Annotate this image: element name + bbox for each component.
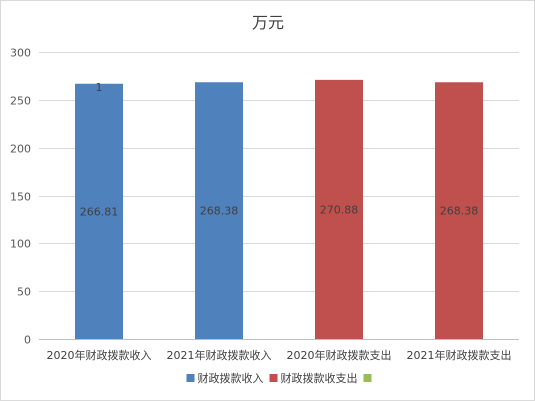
bar — [195, 82, 243, 339]
y-tick-label: 150 — [10, 191, 31, 204]
legend-swatch — [186, 374, 195, 382]
y-tick-label: 250 — [10, 95, 31, 108]
legend-label: 财政拨款收支出 — [281, 371, 358, 385]
y-tick-label: 0 — [24, 334, 31, 347]
legend: 财政拨款收入 财政拨款收支出 — [186, 371, 372, 385]
x-tick-label: 2021年财政拨款收入 — [167, 348, 272, 362]
bar — [435, 82, 483, 339]
data-labels: 266.81 268.38 270.88 268.38 1 — [80, 81, 479, 219]
x-tick-label: 2020年财政拨款收入 — [47, 348, 152, 362]
chart-title: 万元 — [252, 13, 284, 32]
x-tick-label: 2021年财政拨款支出 — [407, 348, 512, 362]
legend-swatch — [363, 374, 372, 382]
data-label: 268.38 — [440, 205, 479, 218]
data-label: 270.88 — [320, 203, 359, 216]
bar — [315, 79, 363, 340]
data-label: 266.81 — [80, 205, 119, 218]
y-tick-label: 100 — [10, 238, 31, 251]
annotation-label: 1 — [96, 81, 103, 94]
y-axis: 0 50 100 150 200 250 300 — [10, 47, 31, 347]
legend-label: 财政拨款收入 — [198, 371, 264, 385]
y-tick-label: 50 — [17, 286, 31, 299]
bars — [75, 79, 483, 340]
y-tick-label: 300 — [10, 47, 31, 60]
x-tick-label: 2020年财政拨款支出 — [287, 348, 392, 362]
y-tick-label: 200 — [10, 143, 31, 156]
legend-swatch — [269, 374, 278, 382]
data-label: 268.38 — [200, 205, 239, 218]
x-axis: 2020年财政拨款收入 2021年财政拨款收入 2020年财政拨款支出 2021年财政… — [47, 348, 512, 362]
bar — [75, 83, 123, 339]
